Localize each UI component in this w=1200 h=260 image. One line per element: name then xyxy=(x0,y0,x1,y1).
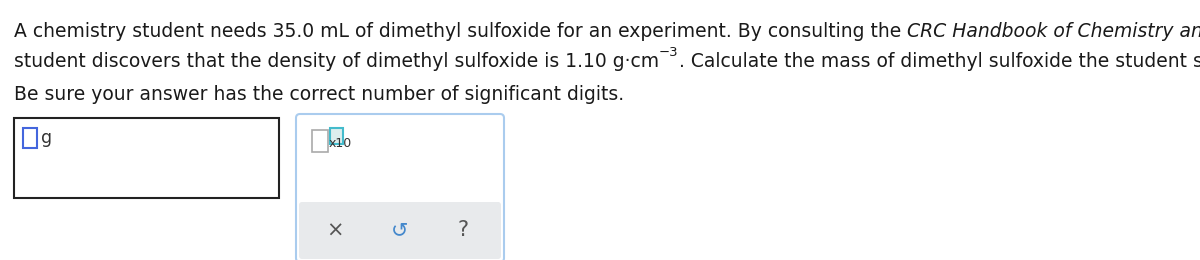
Text: x10: x10 xyxy=(329,137,353,150)
Bar xyxy=(312,130,328,152)
Text: ↺: ↺ xyxy=(391,220,409,240)
Text: Be sure your answer has the correct number of significant digits.: Be sure your answer has the correct numb… xyxy=(14,85,624,104)
Text: −3: −3 xyxy=(659,46,679,59)
Text: A chemistry student needs 35.0 mL of dimethyl sulfoxide for an experiment. By co: A chemistry student needs 35.0 mL of dim… xyxy=(14,22,907,41)
Bar xyxy=(330,128,343,144)
Bar xyxy=(23,128,37,148)
Text: . Calculate the mass of dimethyl sulfoxide the student should weigh out.: . Calculate the mass of dimethyl sulfoxi… xyxy=(679,52,1200,71)
Text: g: g xyxy=(41,129,52,147)
Text: ×: × xyxy=(326,220,343,240)
FancyBboxPatch shape xyxy=(296,114,504,260)
FancyBboxPatch shape xyxy=(299,202,502,259)
Text: ?: ? xyxy=(457,220,468,240)
Bar xyxy=(14,118,278,198)
Text: student discovers that the density of dimethyl sulfoxide is 1.10 g·cm: student discovers that the density of di… xyxy=(14,52,659,71)
Text: CRC Handbook of Chemistry and Physics: CRC Handbook of Chemistry and Physics xyxy=(907,22,1200,41)
